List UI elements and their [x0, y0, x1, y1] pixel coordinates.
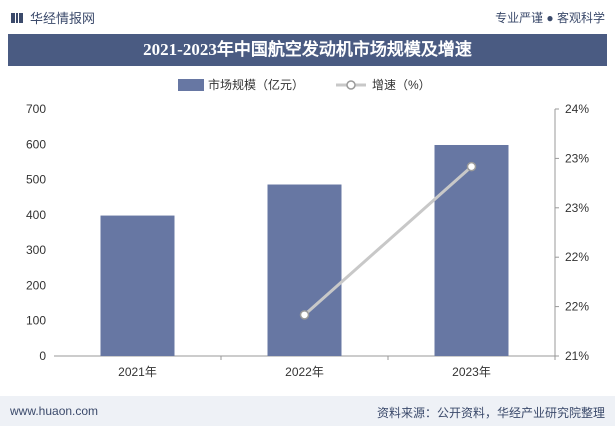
footer-source: 资料来源：公开资料，华经产业研究院整理	[376, 406, 605, 420]
x-tick-label: 2022年	[285, 365, 324, 379]
y-right-tick-label: 22%	[565, 250, 589, 264]
title-bar: 2021-2023年中国航空发动机市场规模及增速	[8, 34, 607, 66]
top-bar: 华经情报网 专业严谨 ● 客观科学	[0, 0, 615, 34]
chart: 市场规模（亿元） 增速（%） 0 100 200 300 400 500 600 700 21% 2…	[26, 77, 589, 379]
y-left-tick-label: 100	[26, 314, 46, 328]
tagline: 专业严谨 ● 客观科学	[495, 11, 605, 25]
y-right-tick-label: 23%	[565, 201, 589, 215]
growth-point	[299, 310, 310, 320]
legend: 市场规模（亿元） 增速（%）	[178, 77, 431, 92]
bars	[100, 144, 509, 356]
chart-title: 2021-2023年中国航空发动机市场规模及增速	[143, 40, 472, 59]
y-right-tick-label: 23%	[565, 151, 589, 165]
axes: 0 100 200 300 400 500 600 700 21% 22% 22% 23% 23% 24%…	[26, 102, 589, 379]
footer-site: www.huaon.com	[10, 404, 99, 418]
x-tick-label: 2021年	[118, 365, 157, 379]
bar	[100, 215, 175, 356]
brand-logo-icon	[11, 12, 23, 23]
legend-bar-swatch	[178, 79, 204, 91]
growth-line-path	[303, 165, 473, 316]
y-left-tick-label: 300	[26, 243, 46, 257]
legend-line-label: 增速（%）	[372, 78, 431, 92]
legend-line-marker	[346, 80, 356, 90]
y-left-tick-label: 500	[26, 173, 46, 187]
brand: 华经情报网	[10, 8, 95, 27]
legend-bar-label: 市场规模（亿元）	[208, 77, 304, 92]
footer: www.huaon.com 资料来源：公开资料，华经产业研究院整理	[0, 396, 615, 426]
y-right-tick-label: 22%	[565, 300, 589, 314]
y-right-tick-label: 24%	[565, 102, 589, 116]
y-left-tick-label: 400	[26, 208, 46, 222]
y-left-tick-label: 600	[26, 137, 46, 151]
x-tick-label: 2023年	[452, 365, 491, 379]
growth-point	[466, 161, 477, 172]
y-left-tick-label: 0	[39, 349, 46, 363]
bar	[267, 184, 342, 356]
brand-name: 华经情报网	[30, 11, 96, 26]
growth-line	[299, 161, 477, 320]
y-right-tick-label: 21%	[565, 349, 589, 363]
bar	[434, 144, 509, 356]
y-left-tick-label: 700	[26, 102, 46, 116]
y-left-tick-label: 200	[26, 278, 46, 292]
